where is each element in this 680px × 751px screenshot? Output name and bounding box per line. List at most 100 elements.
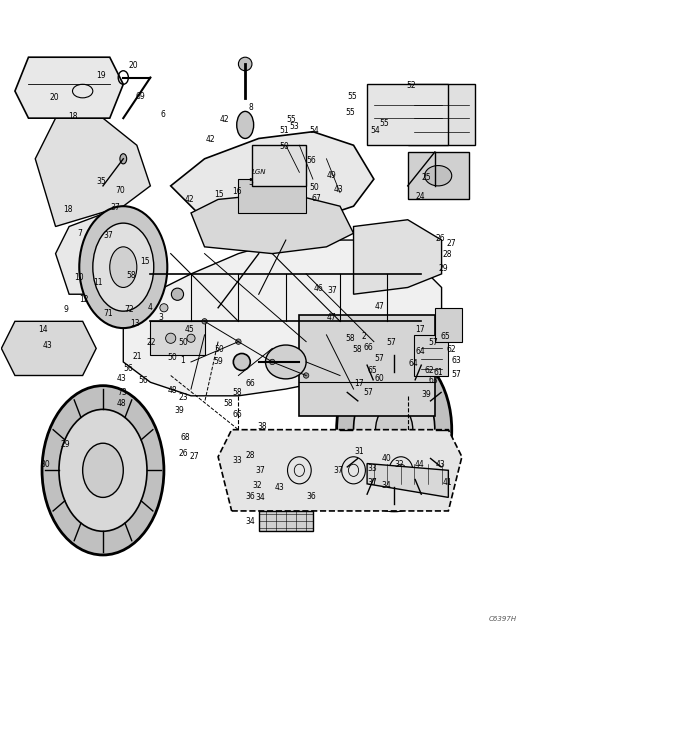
Text: 58: 58 xyxy=(352,345,362,354)
Text: 63: 63 xyxy=(428,376,439,385)
Text: 43: 43 xyxy=(334,185,343,194)
Text: 11: 11 xyxy=(92,278,102,287)
Text: 25: 25 xyxy=(422,173,432,182)
Text: 42: 42 xyxy=(220,115,230,124)
Text: 3: 3 xyxy=(158,313,163,322)
Text: 37: 37 xyxy=(103,231,114,240)
Text: 43: 43 xyxy=(435,460,445,469)
Text: 50: 50 xyxy=(279,142,290,151)
Text: 21: 21 xyxy=(132,352,141,361)
Text: 33: 33 xyxy=(232,456,242,465)
Ellipse shape xyxy=(237,111,254,138)
Text: 7: 7 xyxy=(77,229,82,238)
Ellipse shape xyxy=(239,57,252,71)
Ellipse shape xyxy=(160,303,168,312)
Polygon shape xyxy=(35,118,150,227)
Text: 56: 56 xyxy=(139,376,148,385)
Bar xyxy=(408,152,469,200)
Ellipse shape xyxy=(80,207,167,328)
Polygon shape xyxy=(1,321,96,376)
Text: 24: 24 xyxy=(415,192,425,201)
Text: 64: 64 xyxy=(415,347,425,356)
Text: 26: 26 xyxy=(178,449,188,458)
Text: 73: 73 xyxy=(117,388,126,397)
Text: 9: 9 xyxy=(63,305,68,314)
Text: 28: 28 xyxy=(442,250,452,259)
Text: 48: 48 xyxy=(167,386,177,395)
Text: 37: 37 xyxy=(327,286,337,295)
Ellipse shape xyxy=(328,357,352,381)
Text: 27: 27 xyxy=(447,239,456,248)
Text: 37: 37 xyxy=(368,478,377,487)
Text: 51: 51 xyxy=(279,126,289,135)
Text: 63: 63 xyxy=(452,356,461,365)
Text: 30: 30 xyxy=(41,460,50,469)
Ellipse shape xyxy=(92,223,154,311)
Text: 57: 57 xyxy=(375,354,384,363)
Text: 57: 57 xyxy=(364,388,373,397)
Text: 64: 64 xyxy=(408,359,418,368)
Ellipse shape xyxy=(303,372,309,379)
Text: 32: 32 xyxy=(252,481,262,490)
Text: 20: 20 xyxy=(50,93,59,102)
Ellipse shape xyxy=(424,165,452,186)
Text: 14: 14 xyxy=(39,325,48,334)
Text: 20: 20 xyxy=(129,61,138,70)
Text: 69: 69 xyxy=(135,92,145,101)
Text: 13: 13 xyxy=(131,319,140,328)
Ellipse shape xyxy=(320,348,360,389)
Text: 37: 37 xyxy=(110,203,120,212)
Text: 31: 31 xyxy=(354,447,364,456)
Text: 39: 39 xyxy=(422,390,432,399)
Text: 60: 60 xyxy=(375,375,384,384)
Text: 34: 34 xyxy=(255,493,265,502)
Text: C6397H: C6397H xyxy=(489,617,517,623)
Bar xyxy=(239,179,306,213)
Text: 66: 66 xyxy=(232,410,242,419)
Text: 55: 55 xyxy=(379,119,389,128)
Polygon shape xyxy=(171,131,374,227)
Ellipse shape xyxy=(187,334,195,342)
Text: 47: 47 xyxy=(375,302,384,311)
Text: 23: 23 xyxy=(178,393,188,402)
Polygon shape xyxy=(367,463,448,497)
Ellipse shape xyxy=(375,404,413,455)
Polygon shape xyxy=(123,240,441,396)
Text: 37: 37 xyxy=(334,466,343,475)
Text: 68: 68 xyxy=(181,433,190,442)
Text: 52: 52 xyxy=(406,81,416,90)
Text: 66: 66 xyxy=(364,342,373,351)
Text: 57: 57 xyxy=(386,339,396,348)
Text: 34: 34 xyxy=(245,517,256,526)
Ellipse shape xyxy=(265,345,306,379)
Text: 42: 42 xyxy=(205,135,215,144)
Text: 40: 40 xyxy=(381,454,391,463)
Text: 71: 71 xyxy=(103,309,113,318)
Text: 33: 33 xyxy=(368,464,377,473)
Text: 2: 2 xyxy=(361,332,366,341)
Text: 45: 45 xyxy=(185,325,194,334)
Text: 29: 29 xyxy=(61,440,71,449)
Text: 48: 48 xyxy=(117,400,126,409)
Text: 43: 43 xyxy=(43,340,52,349)
Text: 18: 18 xyxy=(63,205,73,214)
Text: 50: 50 xyxy=(178,339,188,348)
Bar xyxy=(408,84,475,145)
Bar xyxy=(435,308,462,342)
Polygon shape xyxy=(258,511,313,531)
Text: 50: 50 xyxy=(309,182,319,192)
Ellipse shape xyxy=(269,359,275,365)
Text: 65: 65 xyxy=(440,332,450,341)
Text: 47: 47 xyxy=(327,313,337,322)
Text: 29: 29 xyxy=(438,264,447,273)
Text: 56: 56 xyxy=(307,155,316,164)
Ellipse shape xyxy=(354,372,435,487)
Text: 58: 58 xyxy=(233,388,242,397)
Text: 17: 17 xyxy=(354,379,364,388)
Bar xyxy=(367,84,448,145)
Text: 15: 15 xyxy=(215,189,224,198)
Ellipse shape xyxy=(236,339,241,345)
Text: 58: 58 xyxy=(345,333,355,342)
Bar xyxy=(415,335,448,376)
Text: 5: 5 xyxy=(248,178,253,187)
